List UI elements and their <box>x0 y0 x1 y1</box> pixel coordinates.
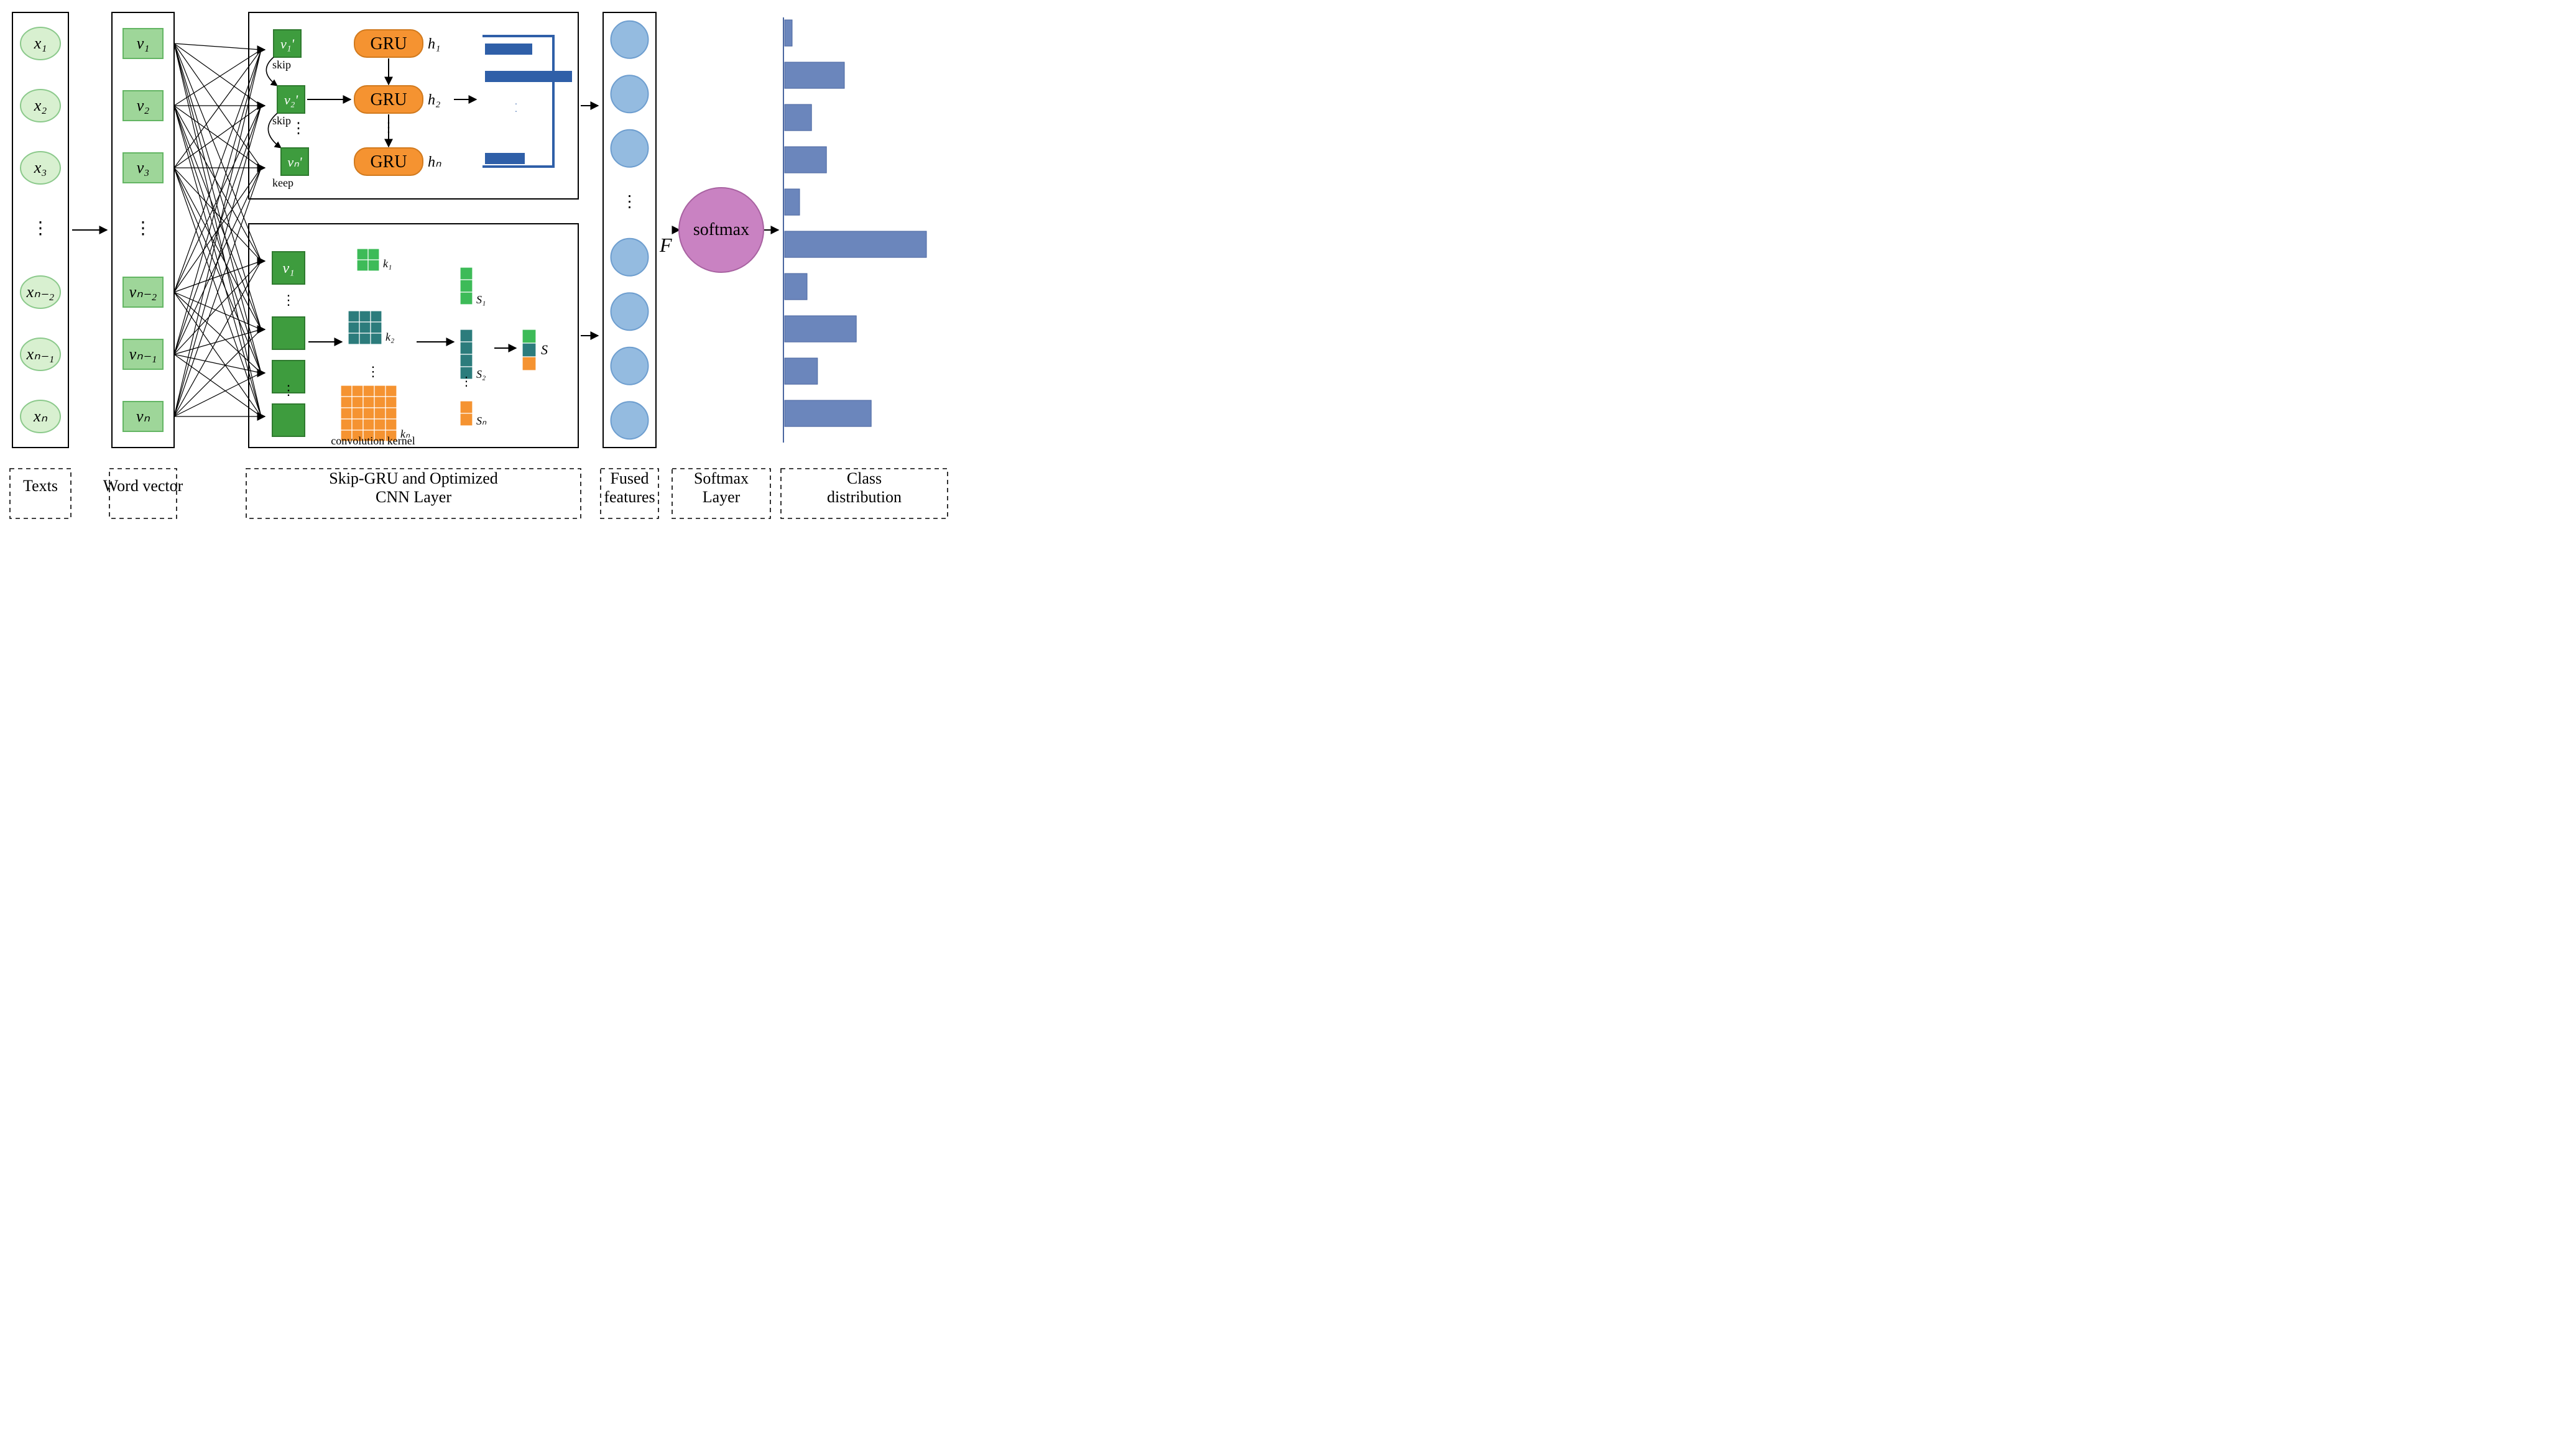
svg-text:S₁: S₁ <box>476 293 486 306</box>
svg-text:hₙ: hₙ <box>428 154 441 170</box>
svg-text:·: · <box>515 108 518 117</box>
svg-text:⋮: ⋮ <box>382 119 395 135</box>
svg-text:h₁: h₁ <box>428 36 440 52</box>
svg-text:Skip-GRU and OptimizedCNN Lay: Skip-GRU and OptimizedCNN Layer <box>329 469 498 506</box>
svg-text:keep: keep <box>272 177 293 189</box>
svg-text:⋮: ⋮ <box>32 219 49 238</box>
svg-text:⋮: ⋮ <box>460 375 473 388</box>
svg-text:h₂: h₂ <box>428 92 440 108</box>
svg-text:x₁: x₁ <box>34 34 47 52</box>
svg-text:⋮: ⋮ <box>366 364 380 379</box>
svg-text:GRU: GRU <box>370 34 407 53</box>
svg-text:k₂: k₂ <box>385 331 394 343</box>
svg-text:xₙ₋₂: xₙ₋₂ <box>26 283 55 301</box>
svg-text:Classdistribution: Classdistribution <box>827 469 902 506</box>
svg-text:vₙ₋₁: vₙ₋₁ <box>129 345 157 363</box>
svg-text:skip: skip <box>272 114 291 127</box>
svg-text:xₙ: xₙ <box>33 407 48 425</box>
svg-text:Word vector: Word vector <box>103 477 183 495</box>
svg-text:⋮: ⋮ <box>622 192 638 210</box>
svg-text:SoftmaxLayer: SoftmaxLayer <box>694 469 749 506</box>
svg-text:Fusedfeatures: Fusedfeatures <box>604 469 655 506</box>
svg-text:convolution kernel: convolution kernel <box>331 434 415 447</box>
svg-text:v₂': v₂' <box>284 92 298 108</box>
svg-text:x₃: x₃ <box>34 159 47 177</box>
svg-text:S: S <box>541 342 548 357</box>
svg-text:k₁: k₁ <box>383 257 392 270</box>
svg-text:F: F <box>659 234 672 256</box>
svg-text:vₙ': vₙ' <box>287 154 302 170</box>
svg-text:v₁': v₁' <box>280 36 294 52</box>
svg-text:v₁: v₁ <box>283 260 295 277</box>
svg-text:Sₙ: Sₙ <box>476 415 487 427</box>
svg-text:x₂: x₂ <box>34 96 47 114</box>
svg-text:GRU: GRU <box>370 90 407 109</box>
architecture-diagram: x₁ x₂ x₃ ⋮ xₙ₋₂ xₙ₋₁ xₙ Texts v₁ v₂ v₃ ⋮ vₙ₋₂ vₙ₋₁ vₙ W… <box>0 0 958 535</box>
svg-text:⋮: ⋮ <box>282 382 295 398</box>
svg-text:Texts: Texts <box>23 477 58 495</box>
svg-text:⋮: ⋮ <box>282 292 295 308</box>
svg-text:vₙ: vₙ <box>136 407 150 425</box>
svg-text:v₂: v₂ <box>137 96 150 114</box>
svg-text:⋮: ⋮ <box>134 219 152 238</box>
svg-text:skip: skip <box>272 58 291 71</box>
svg-text:xₙ₋₁: xₙ₋₁ <box>26 345 55 363</box>
svg-text:v₃: v₃ <box>137 159 150 177</box>
svg-text:GRU: GRU <box>370 152 407 172</box>
svg-text:v₁: v₁ <box>137 34 150 52</box>
svg-text:S₂: S₂ <box>476 368 486 380</box>
svg-text:vₙ₋₂: vₙ₋₂ <box>129 283 157 301</box>
svg-text:softmax: softmax <box>693 220 749 239</box>
svg-text:⋮: ⋮ <box>291 121 306 137</box>
